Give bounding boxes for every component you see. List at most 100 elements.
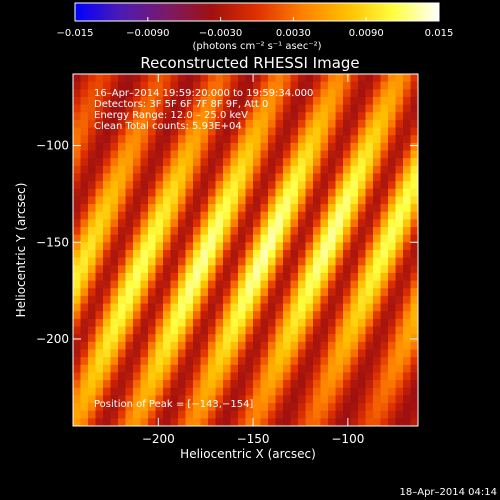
heatmap-cell (328, 334, 337, 343)
heatmap-cell (238, 104, 247, 113)
heatmap-cell (193, 219, 202, 228)
heatmap-cell (125, 242, 134, 251)
heatmap-cell (215, 74, 224, 83)
annotation-line: 16–Apr–2014 19:59:20.000 to 19:59:34.000 (94, 88, 313, 99)
heatmap-cell (148, 303, 157, 312)
heatmap-cell (380, 89, 389, 98)
heatmap-cell (223, 250, 232, 259)
heatmap-cell (298, 227, 307, 236)
heatmap-cell (358, 173, 367, 182)
heatmap-cell (148, 250, 157, 259)
heatmap-cell (88, 288, 97, 297)
heatmap-cell (358, 387, 367, 396)
heatmap-cell (268, 410, 277, 419)
heatmap-cell (193, 311, 202, 320)
heatmap-cell (365, 387, 374, 396)
heatmap-cell (328, 311, 337, 320)
heatmap-cell (253, 272, 262, 282)
heatmap-cell (200, 349, 209, 358)
heatmap-cell (373, 227, 382, 236)
heatmap-cell (320, 173, 329, 182)
heatmap-cell (290, 280, 299, 289)
heatmap-cell (215, 364, 224, 374)
heatmap-cell (320, 395, 329, 404)
heatmap-cell (350, 403, 359, 412)
heatmap-cell (388, 288, 397, 297)
heatmap-cell (268, 74, 277, 83)
heatmap-cell (305, 158, 314, 167)
heatmap-cell (275, 410, 284, 419)
heatmap-cell (118, 119, 127, 129)
heatmap-cell (395, 349, 404, 358)
heatmap-cell (110, 204, 119, 213)
heatmap-cell (380, 372, 389, 381)
heatmap-cell (155, 311, 164, 320)
heatmap-cell (305, 150, 314, 159)
heatmap-cell (313, 181, 322, 190)
heatmap-cell (260, 96, 269, 106)
x-tick-label: −200 (142, 432, 175, 446)
heatmap-cell (305, 334, 314, 343)
heatmap-cell (88, 227, 97, 236)
heatmap-cell (215, 311, 224, 320)
heatmap-cell (403, 234, 412, 243)
heatmap-cell (253, 410, 262, 419)
heatmap-cell (80, 372, 89, 381)
heatmap-cell (155, 265, 164, 274)
heatmap-cell (215, 341, 224, 351)
heatmap-cell (163, 142, 172, 152)
heatmap-cell (118, 349, 127, 358)
heatmap-cell (350, 387, 359, 396)
heatmap-cell (305, 188, 314, 198)
heatmap-cell (155, 357, 164, 366)
heatmap-cell (290, 387, 299, 396)
heatmap-cell (170, 74, 179, 83)
heatmap-cell (95, 227, 104, 236)
heatmap-cell (358, 81, 367, 90)
heatmap-cell (88, 311, 97, 320)
heatmap-cell (283, 250, 292, 259)
heatmap-cell (395, 165, 404, 175)
heatmap-cell (208, 387, 217, 396)
heatmap-cell (140, 303, 149, 312)
heatmap-cell (380, 81, 389, 90)
heatmap-cell (395, 81, 404, 90)
heatmap-cell (365, 380, 374, 389)
heatmap-cell (178, 257, 187, 266)
heatmap-cell (253, 150, 262, 159)
heatmap-cell (320, 119, 329, 129)
heatmap-cell (395, 303, 404, 312)
heatmap-cell (365, 357, 374, 366)
heatmap-cell (388, 265, 397, 274)
heatmap-cell (133, 104, 142, 113)
heatmap-cell (185, 204, 194, 213)
heatmap-cell (88, 96, 97, 106)
heatmap-cell (253, 219, 262, 228)
heatmap-cell (350, 150, 359, 159)
annotation-line: Detectors: 3F 5F 6F 7F 8F 9F, Att 0 (94, 99, 268, 110)
heatmap-cell (103, 181, 112, 190)
heatmap-cell (163, 135, 172, 144)
heatmap-cell (185, 104, 194, 113)
heatmap-cell (155, 219, 164, 228)
heatmap-cell (215, 318, 224, 328)
heatmap-cell (185, 227, 194, 236)
heatmap-cell (170, 112, 179, 121)
heatmap-cell (373, 410, 382, 419)
heatmap-cell (73, 135, 82, 144)
heatmap-cell (403, 119, 412, 129)
heatmap-cell (200, 234, 209, 243)
heatmap-cell (230, 112, 239, 121)
heatmap-cell (253, 288, 262, 297)
heatmap-cell (125, 227, 134, 236)
heatmap-cell (80, 280, 89, 289)
heatmap-cell (358, 334, 367, 343)
heatmap-cell (133, 357, 142, 366)
heatmap-cell (110, 357, 119, 366)
heatmap-cell (73, 89, 82, 98)
heatmap-cell (148, 112, 157, 121)
heatmap-cell (88, 158, 97, 167)
heatmap-cell (125, 74, 134, 83)
heatmap-cell (335, 349, 344, 358)
heatmap-cell (373, 89, 382, 98)
